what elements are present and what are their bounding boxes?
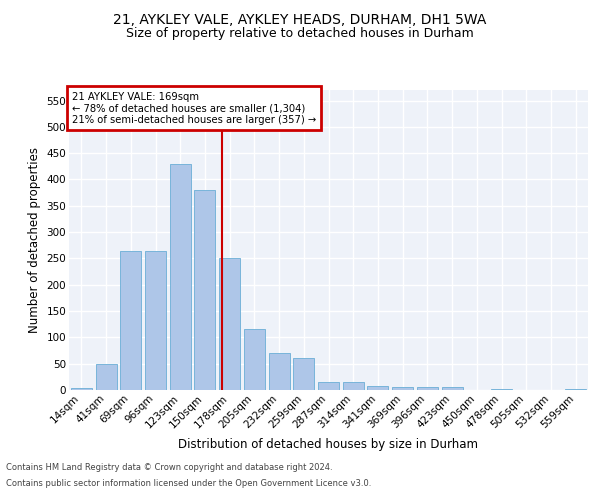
Bar xyxy=(417,387,438,390)
Text: Contains HM Land Registry data © Crown copyright and database right 2024.: Contains HM Land Registry data © Crown c… xyxy=(6,464,332,472)
Bar xyxy=(318,382,339,390)
Text: Size of property relative to detached houses in Durham: Size of property relative to detached ho… xyxy=(126,28,474,40)
Bar xyxy=(491,389,512,390)
Bar xyxy=(170,164,191,390)
Bar xyxy=(367,386,388,390)
Bar xyxy=(392,388,413,390)
Bar xyxy=(442,388,463,390)
Bar xyxy=(219,258,240,390)
Text: 21, AYKLEY VALE, AYKLEY HEADS, DURHAM, DH1 5WA: 21, AYKLEY VALE, AYKLEY HEADS, DURHAM, D… xyxy=(113,12,487,26)
Bar xyxy=(269,353,290,390)
Bar xyxy=(565,389,586,390)
Text: Contains public sector information licensed under the Open Government Licence v3: Contains public sector information licen… xyxy=(6,478,371,488)
Y-axis label: Number of detached properties: Number of detached properties xyxy=(28,147,41,333)
Bar xyxy=(293,358,314,390)
Bar xyxy=(95,364,116,390)
Bar xyxy=(145,250,166,390)
Bar xyxy=(194,190,215,390)
Text: 21 AYKLEY VALE: 169sqm
← 78% of detached houses are smaller (1,304)
21% of semi-: 21 AYKLEY VALE: 169sqm ← 78% of detached… xyxy=(71,92,316,124)
Bar xyxy=(244,330,265,390)
Bar xyxy=(71,388,92,390)
X-axis label: Distribution of detached houses by size in Durham: Distribution of detached houses by size … xyxy=(179,438,479,451)
Bar xyxy=(343,382,364,390)
Bar xyxy=(120,250,141,390)
